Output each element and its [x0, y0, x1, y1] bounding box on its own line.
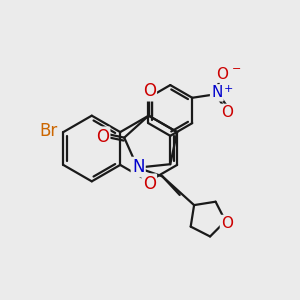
Text: O: O [216, 67, 228, 82]
Text: O: O [96, 128, 109, 146]
Text: O: O [143, 175, 156, 193]
Text: N: N [132, 158, 145, 176]
Text: O: O [221, 216, 233, 231]
Text: O: O [143, 82, 156, 100]
Text: +: + [224, 84, 234, 94]
Text: −: − [232, 64, 241, 74]
Text: Br: Br [40, 122, 58, 140]
Text: O: O [221, 105, 233, 120]
Text: N: N [211, 85, 223, 100]
